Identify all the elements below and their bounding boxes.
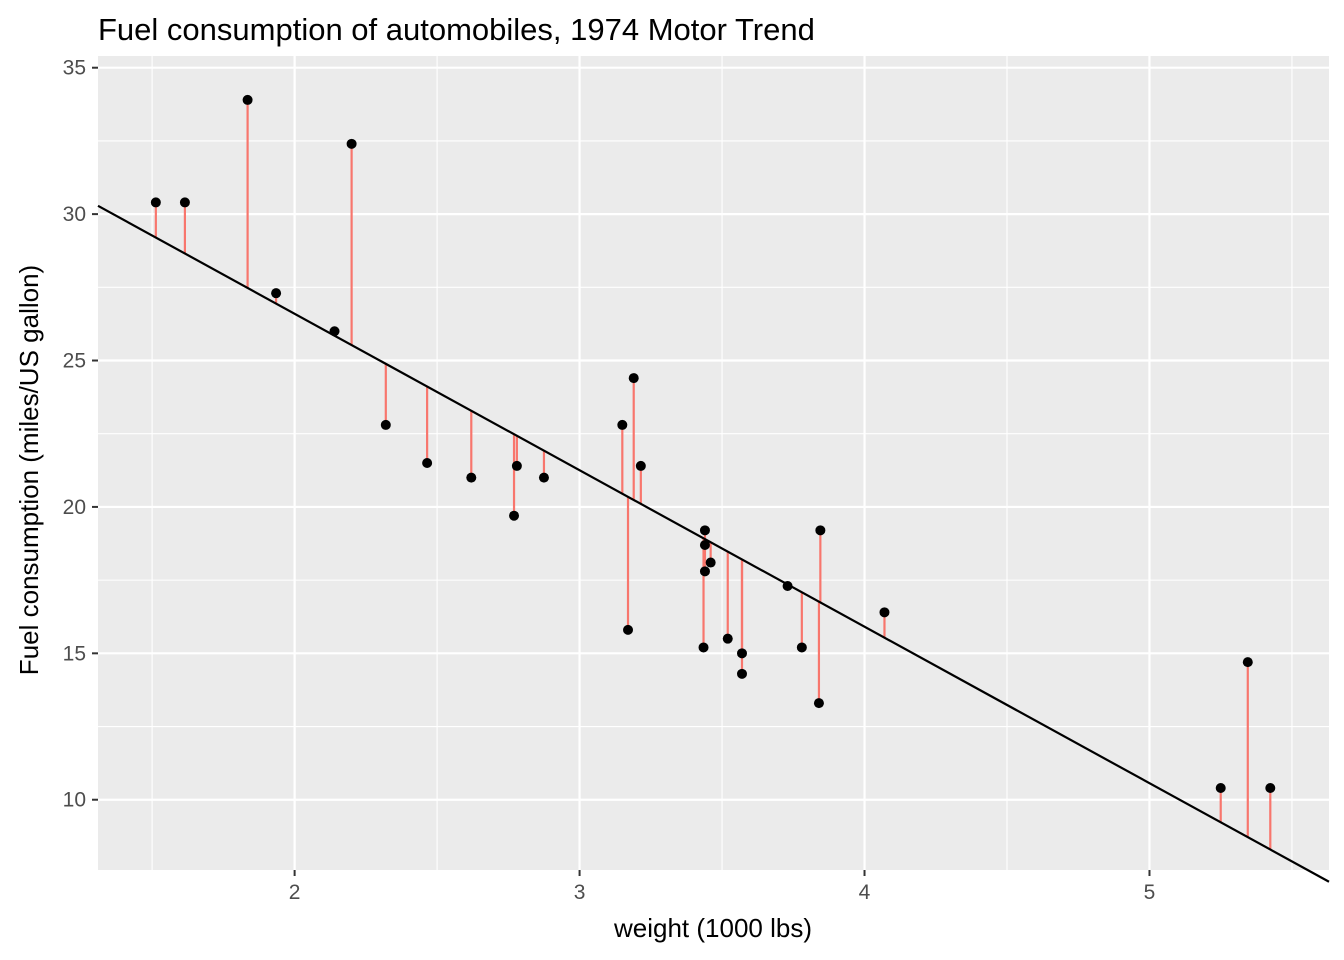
- data-point: [813, 698, 824, 709]
- y-tick-label: 20: [63, 496, 86, 519]
- data-point: [699, 566, 710, 577]
- data-point: [628, 373, 639, 384]
- grid-major: [98, 56, 1329, 870]
- x-tick-label: 4: [859, 881, 871, 904]
- data-point: [422, 458, 433, 468]
- data-point: [346, 138, 357, 149]
- x-axis: 2 3 4 5: [289, 870, 1156, 904]
- data-point: [242, 94, 253, 105]
- data-point: [1265, 783, 1276, 794]
- data-point: [380, 419, 391, 430]
- data-point: [705, 557, 716, 568]
- y-axis-label: Fuel consumption (miles/US gallon): [14, 265, 44, 675]
- regression-line-group: [97, 204, 1330, 883]
- y-axis: 10 15 20 25 30 35: [63, 57, 98, 812]
- data-point: [509, 510, 520, 521]
- data-point: [466, 472, 477, 483]
- y-tick-label: 10: [63, 789, 86, 812]
- data-point: [815, 525, 826, 536]
- data-point: [329, 326, 340, 337]
- data-point: [699, 539, 710, 550]
- data-point: [1242, 657, 1253, 668]
- y-tick-label: 35: [63, 57, 86, 80]
- plot-panel: [98, 56, 1329, 870]
- regression-line: [97, 204, 1330, 883]
- x-tick-label: 2: [289, 881, 301, 904]
- data-point: [179, 197, 190, 208]
- data-point: [879, 607, 890, 618]
- data-point: [623, 624, 634, 635]
- data-point: [699, 525, 710, 536]
- data-point: [796, 642, 807, 653]
- data-point: [782, 580, 793, 591]
- chart-title: Fuel consumption of automobiles, 1974 Mo…: [98, 12, 815, 47]
- data-point: [635, 460, 646, 471]
- data-point: [722, 633, 733, 644]
- data-point: [736, 668, 747, 679]
- data-point: [271, 288, 282, 299]
- x-tick-label: 3: [574, 881, 586, 904]
- data-point: [736, 648, 747, 659]
- data-point: [511, 460, 522, 471]
- data-point: [617, 419, 628, 430]
- x-tick-label: 5: [1144, 881, 1156, 904]
- grid-minor: [98, 56, 1329, 870]
- data-point: [538, 472, 549, 483]
- y-tick-label: 25: [63, 350, 86, 373]
- data-point: [150, 197, 161, 208]
- data-point: [698, 642, 709, 653]
- x-axis-label: weight (1000 lbs): [613, 913, 812, 943]
- data-point: [1215, 783, 1226, 794]
- y-tick-label: 15: [63, 642, 86, 665]
- data-points: [150, 94, 1276, 794]
- y-tick-label: 30: [63, 203, 86, 226]
